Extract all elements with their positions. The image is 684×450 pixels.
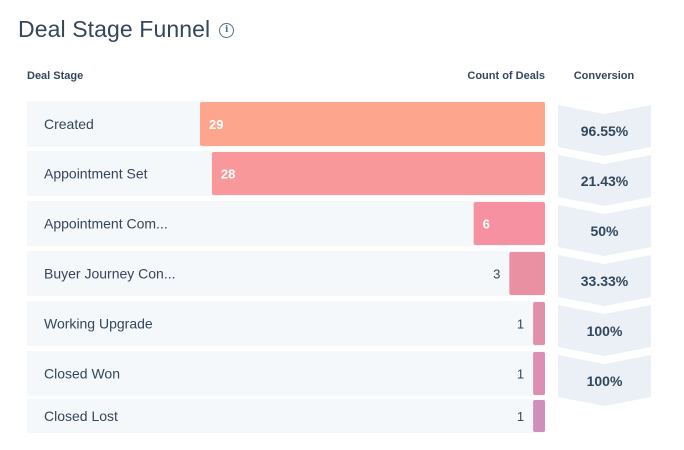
bar-0[interactable] — [200, 102, 545, 146]
conversion-chevron-3 — [558, 255, 651, 306]
conversion-label-1: 21.43% — [581, 173, 629, 189]
bar-2[interactable] — [473, 202, 545, 245]
stage-row-2[interactable] — [27, 201, 545, 246]
stage-label-6: Closed Lost — [44, 408, 118, 424]
conversion-label-3: 33.33% — [581, 273, 629, 289]
conversion-label-2: 50% — [590, 223, 619, 239]
bar-value-label-3: 3 — [493, 267, 500, 282]
stage-label-1: Appointment Set — [44, 166, 148, 182]
stage-label-2: Appointment Com... — [44, 216, 168, 232]
bar-6[interactable] — [533, 400, 545, 432]
bar-1[interactable] — [211, 152, 545, 195]
bar-5[interactable] — [533, 352, 545, 395]
stage-label-5: Closed Won — [44, 366, 120, 382]
stage-row-5[interactable] — [27, 351, 545, 396]
bar-value-label-4: 1 — [517, 317, 524, 332]
conversion-chevron-0 — [558, 105, 651, 156]
info-icon[interactable]: i — [219, 23, 235, 38]
stage-label-3: Buyer Journey Con... — [44, 266, 176, 282]
header-conversion: Conversion — [573, 70, 635, 82]
conversion-chevron-2 — [558, 205, 651, 256]
header-count-of-deals: Count of Deals — [467, 70, 545, 82]
chart-title-text: Deal Stage Funnel — [18, 16, 211, 42]
header-deal-stage: Deal Stage — [27, 70, 84, 82]
bar-4[interactable] — [533, 302, 545, 345]
bar-value-label-5: 1 — [517, 367, 524, 382]
chart-title: Deal Stage Funnel i — [18, 16, 235, 43]
conversion-chevron-5 — [558, 355, 651, 406]
stage-row-4[interactable] — [27, 301, 545, 346]
bar-value-label-1: 28 — [221, 167, 235, 182]
conversion-label-0: 96.55% — [581, 123, 629, 139]
stage-label-4: Working Upgrade — [44, 316, 153, 332]
conversion-chevron-1 — [558, 155, 651, 206]
conversion-chevron-4 — [558, 305, 651, 356]
bar-3[interactable] — [509, 252, 545, 295]
stage-label-0: Created — [44, 116, 94, 132]
bar-value-label-0: 29 — [209, 117, 223, 132]
stage-row-3[interactable] — [27, 251, 545, 296]
bar-value-label-6: 1 — [517, 409, 524, 424]
conversion-label-5: 100% — [587, 373, 623, 389]
bar-value-label-2: 6 — [483, 217, 490, 232]
conversion-label-4: 100% — [587, 323, 623, 339]
stage-row-6[interactable] — [27, 399, 545, 433]
